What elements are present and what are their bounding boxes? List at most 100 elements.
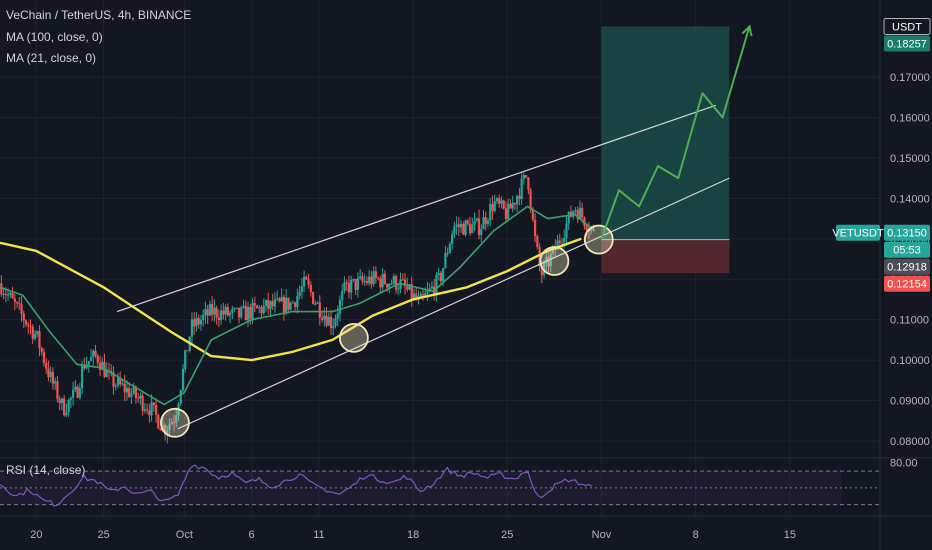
- candle-up[interactable]: [408, 284, 411, 290]
- candle-down[interactable]: [421, 294, 425, 296]
- candle-up[interactable]: [352, 279, 355, 281]
- candle-down[interactable]: [394, 276, 398, 290]
- candle-down[interactable]: [538, 247, 541, 267]
- candle-up[interactable]: [125, 387, 129, 393]
- projection-path[interactable]: [600, 26, 751, 240]
- channel-upper-line[interactable]: [116, 104, 717, 313]
- candle-down[interactable]: [415, 293, 418, 300]
- candle-up[interactable]: [65, 412, 68, 416]
- candle-up[interactable]: [368, 276, 371, 284]
- candle-up[interactable]: [72, 389, 75, 398]
- candle-up[interactable]: [296, 295, 299, 308]
- candle-down[interactable]: [305, 276, 308, 280]
- candle-up[interactable]: [199, 319, 203, 325]
- candle-up[interactable]: [233, 308, 236, 310]
- candle-up[interactable]: [446, 252, 449, 254]
- rsi-line[interactable]: [0, 464, 593, 507]
- candle-up[interactable]: [556, 240, 559, 250]
- candle-down[interactable]: [4, 293, 7, 296]
- candle-down[interactable]: [13, 298, 16, 303]
- candle-down[interactable]: [20, 304, 23, 314]
- candle-down[interactable]: [525, 175, 528, 178]
- candle-down[interactable]: [146, 409, 149, 411]
- candle-down[interactable]: [354, 279, 357, 290]
- candle-down[interactable]: [110, 370, 113, 373]
- candle-down[interactable]: [462, 223, 465, 235]
- target-zone[interactable]: [601, 26, 730, 240]
- candle-down[interactable]: [206, 309, 209, 316]
- candle-up[interactable]: [323, 315, 326, 320]
- candle-down[interactable]: [157, 414, 160, 429]
- candle-down[interactable]: [96, 355, 99, 363]
- candle-down[interactable]: [477, 218, 481, 236]
- candle-up[interactable]: [300, 286, 303, 292]
- candle-up[interactable]: [6, 294, 10, 296]
- candle-up[interactable]: [507, 203, 510, 220]
- candle-down[interactable]: [383, 273, 386, 284]
- time-axis[interactable]: 20 25 Oct 6 11 18 25 Nov 8 15: [30, 529, 796, 541]
- candle-up[interactable]: [258, 307, 261, 309]
- candle-up[interactable]: [516, 195, 519, 205]
- touch-point-circle[interactable]: [583, 224, 614, 255]
- candle-down[interactable]: [502, 200, 505, 209]
- candle-up[interactable]: [412, 293, 416, 299]
- candle-down[interactable]: [18, 303, 21, 305]
- candle-down[interactable]: [439, 272, 442, 282]
- candle-down[interactable]: [42, 351, 46, 363]
- candle-down[interactable]: [154, 405, 158, 415]
- candle-up[interactable]: [36, 331, 39, 334]
- candle-up[interactable]: [33, 333, 37, 339]
- candle-up[interactable]: [262, 305, 265, 314]
- candle-up[interactable]: [130, 393, 133, 398]
- candle-up[interactable]: [87, 361, 90, 365]
- candle-up[interactable]: [332, 325, 335, 329]
- candle-down[interactable]: [0, 283, 3, 295]
- candle-up[interactable]: [240, 307, 243, 318]
- candle-up[interactable]: [170, 422, 173, 425]
- candle-down[interactable]: [222, 310, 225, 315]
- candle-up[interactable]: [285, 297, 288, 313]
- candle-up[interactable]: [334, 318, 337, 326]
- candle-down[interactable]: [329, 316, 333, 329]
- candle-down[interactable]: [468, 223, 472, 234]
- candle-up[interactable]: [224, 306, 227, 315]
- candle-up[interactable]: [54, 381, 57, 384]
- touch-point-circle[interactable]: [338, 322, 369, 353]
- candle-down[interactable]: [527, 177, 530, 190]
- candle-down[interactable]: [345, 282, 348, 284]
- candle-up[interactable]: [442, 268, 445, 282]
- candle-down[interactable]: [401, 279, 404, 281]
- candle-up[interactable]: [220, 310, 223, 320]
- candle-down[interactable]: [374, 271, 377, 278]
- candle-down[interactable]: [403, 279, 407, 287]
- candle-up[interactable]: [381, 273, 384, 288]
- candle-up[interactable]: [455, 224, 458, 227]
- candle-down[interactable]: [211, 304, 214, 315]
- candle-down[interactable]: [509, 203, 512, 209]
- candle-down[interactable]: [267, 300, 270, 309]
- ma100-legend[interactable]: MA (100, close, 0): [6, 30, 103, 44]
- candle-up[interactable]: [565, 223, 568, 239]
- candle-down[interactable]: [215, 307, 218, 318]
- candle-down[interactable]: [22, 313, 25, 321]
- candle-down[interactable]: [38, 331, 41, 349]
- candle-down[interactable]: [282, 296, 286, 313]
- candle-down[interactable]: [581, 207, 584, 218]
- candle-down[interactable]: [529, 189, 532, 210]
- candle-up[interactable]: [213, 307, 216, 315]
- candle-down[interactable]: [377, 277, 380, 279]
- candle-up[interactable]: [419, 294, 422, 297]
- candle-up[interactable]: [190, 319, 194, 337]
- candle-up[interactable]: [242, 305, 245, 308]
- ma21-legend[interactable]: MA (21, close, 0): [6, 51, 97, 65]
- candle-up[interactable]: [246, 306, 250, 321]
- candle-down[interactable]: [112, 372, 115, 387]
- candle-down[interactable]: [410, 284, 413, 299]
- candle-up[interactable]: [116, 377, 120, 386]
- touch-point-circle[interactable]: [160, 407, 190, 438]
- candle-up[interactable]: [175, 415, 178, 423]
- candlestick-series[interactable]: [0, 172, 595, 444]
- rsi-legend[interactable]: RSI (14, close): [6, 463, 86, 477]
- candle-up[interactable]: [314, 303, 317, 305]
- rsi-pane[interactable]: [0, 464, 880, 507]
